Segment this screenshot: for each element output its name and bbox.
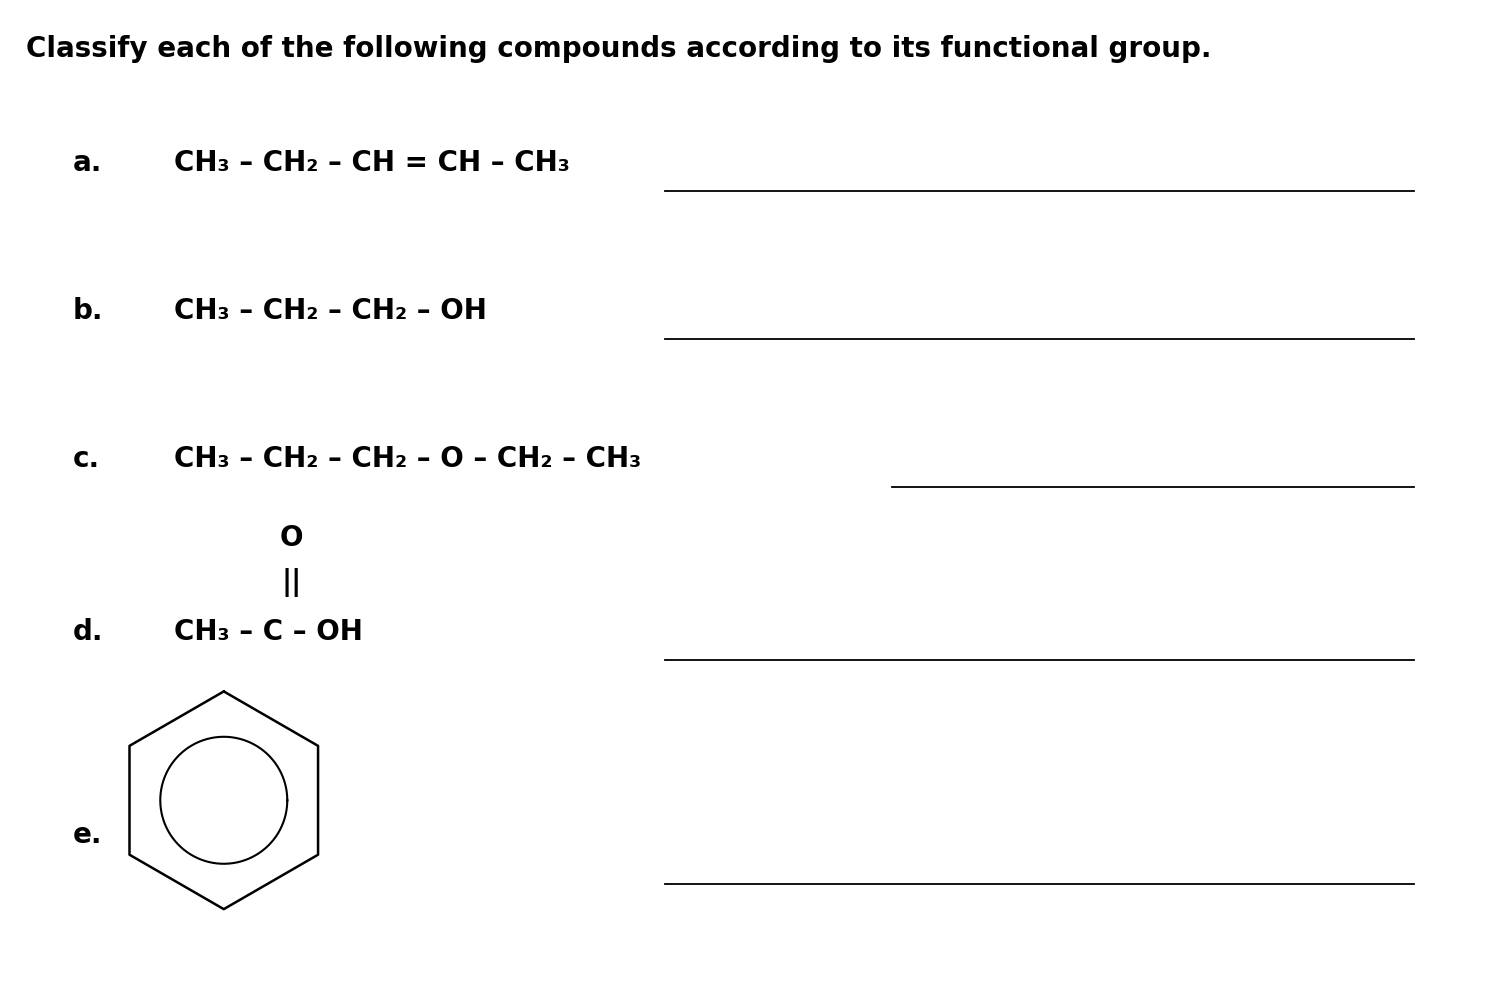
Text: CH₃ – C – OH: CH₃ – C – OH	[174, 618, 363, 646]
Text: b.: b.	[73, 297, 103, 325]
Text: d.: d.	[73, 618, 103, 646]
Text: a.: a.	[73, 149, 101, 177]
Text: c.: c.	[73, 446, 100, 473]
Text: ||: ||	[281, 568, 302, 598]
Text: CH₃ – CH₂ – CH₂ – O – CH₂ – CH₃: CH₃ – CH₂ – CH₂ – O – CH₂ – CH₃	[174, 446, 641, 473]
Text: Classify each of the following compounds according to its functional group.: Classify each of the following compounds…	[26, 35, 1211, 62]
Text: O: O	[280, 525, 304, 552]
Text: CH₃ – CH₂ – CH = CH – CH₃: CH₃ – CH₂ – CH = CH – CH₃	[174, 149, 570, 177]
Text: e.: e.	[73, 821, 103, 849]
Text: CH₃ – CH₂ – CH₂ – OH: CH₃ – CH₂ – CH₂ – OH	[174, 297, 487, 325]
